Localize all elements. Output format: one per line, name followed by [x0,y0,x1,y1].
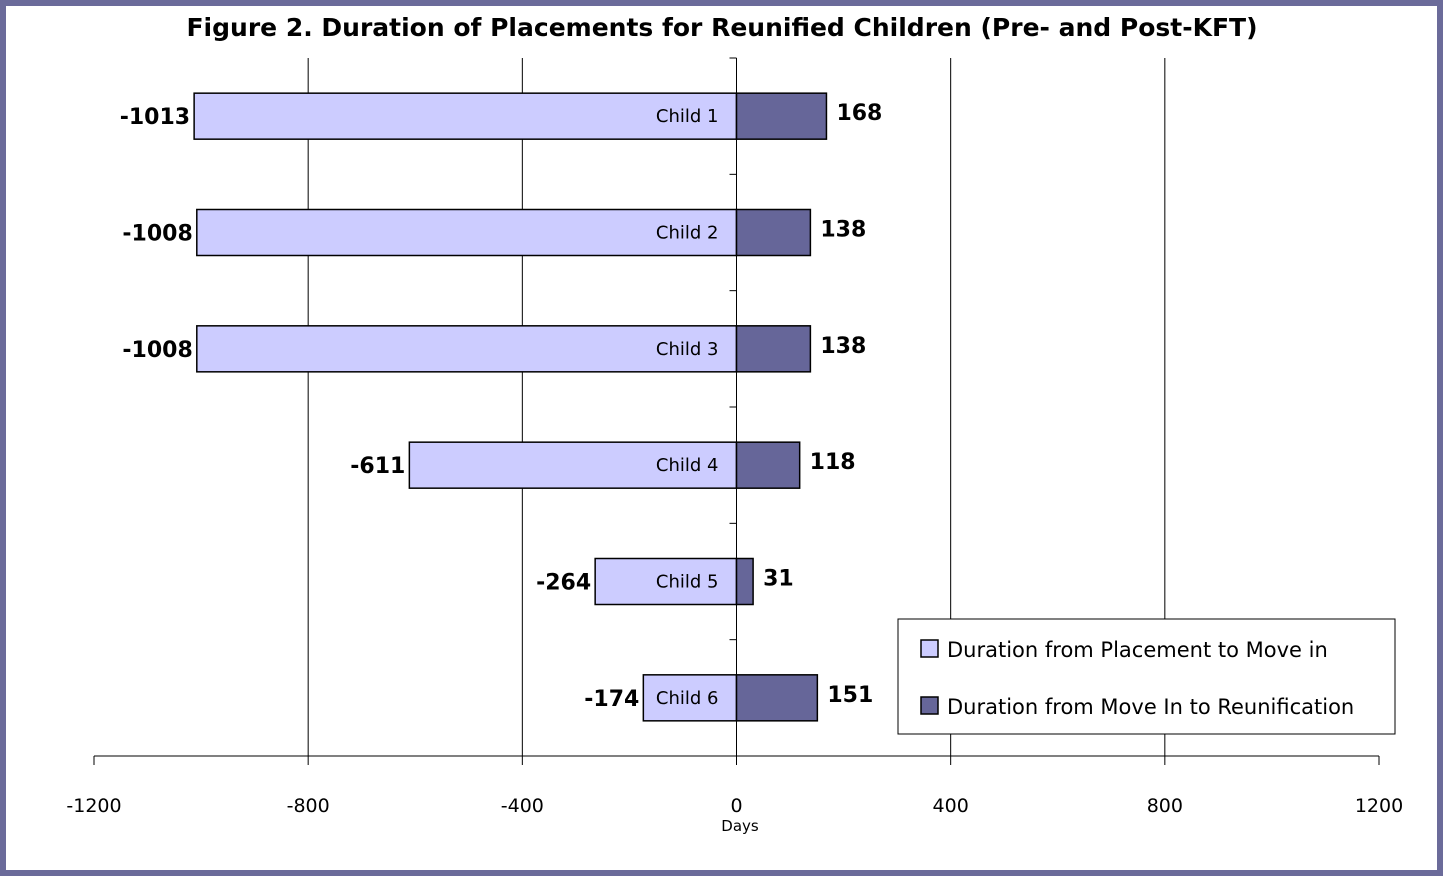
category-label: Child 2 [656,223,719,244]
data-label-move-in-to-reunification: 138 [820,334,866,359]
data-label-placement-to-move-in: -611 [350,454,405,479]
data-label-move-in-to-reunification: 118 [810,450,856,475]
data-label-move-in-to-reunification: 168 [836,101,882,126]
bar-move-in-to-reunification [735,674,819,722]
bar-move-in-to-reunification [735,92,828,140]
category-label: Child 1 [656,106,719,127]
data-label-placement-to-move-in: -174 [584,687,639,712]
bar-move-in-to-reunification [735,557,754,606]
x-tick-label: 0 [730,795,742,817]
x-axis: -1200 -800 -400 0 400 800 1200 [66,57,1403,817]
legend-swatch-placement-to-move-in [920,639,939,658]
data-label-move-in-to-reunification: 138 [820,218,866,243]
chart-title: Figure 2. Duration of Placements for Reu… [186,13,1257,42]
bar-move-in-to-reunification [735,441,801,489]
legend-label-placement-to-move-in: Duration from Placement to Move in [947,638,1328,662]
legend: Duration from Placement to Move in Durat… [897,618,1396,735]
x-tick-label: 400 [933,795,969,817]
legend-box [897,618,1396,735]
legend-label-move-in-to-reunification: Duration from Move In to Reunification [947,695,1354,719]
category-label: Child 5 [656,572,719,593]
x-tick-label: -800 [287,795,330,817]
data-label-placement-to-move-in: -1013 [120,105,190,130]
bar-placement-to-move-in [594,557,738,606]
bar-placement-to-move-in [193,92,738,140]
category-label: Child 3 [656,339,719,360]
data-label-placement-to-move-in: -1008 [122,222,192,247]
x-tick-label: 800 [1147,795,1183,817]
x-tick-label: -1200 [66,795,121,817]
bar-placement-to-move-in [408,441,738,489]
data-label-move-in-to-reunification: 31 [763,567,794,592]
bar-placement-to-move-in [196,208,738,257]
bar-move-in-to-reunification [735,325,812,373]
bar-move-in-to-reunification [735,208,812,257]
legend-swatch-move-in-to-reunification [920,696,939,715]
category-label: Child 6 [656,688,719,709]
bar-placement-to-move-in [196,325,738,373]
data-label-move-in-to-reunification: 151 [827,683,873,708]
gridlines [307,58,1166,756]
x-tick-label: -400 [501,795,544,817]
x-tick-label: 1200 [1355,795,1403,817]
x-axis-title: Days [721,817,759,835]
bars: Child 1 -1013 168 Child 2 -1008 138 Child 3 -10… [120,92,882,722]
category-label: Child 4 [656,455,719,476]
data-label-placement-to-move-in: -264 [536,571,591,596]
data-label-placement-to-move-in: -1008 [122,338,192,363]
